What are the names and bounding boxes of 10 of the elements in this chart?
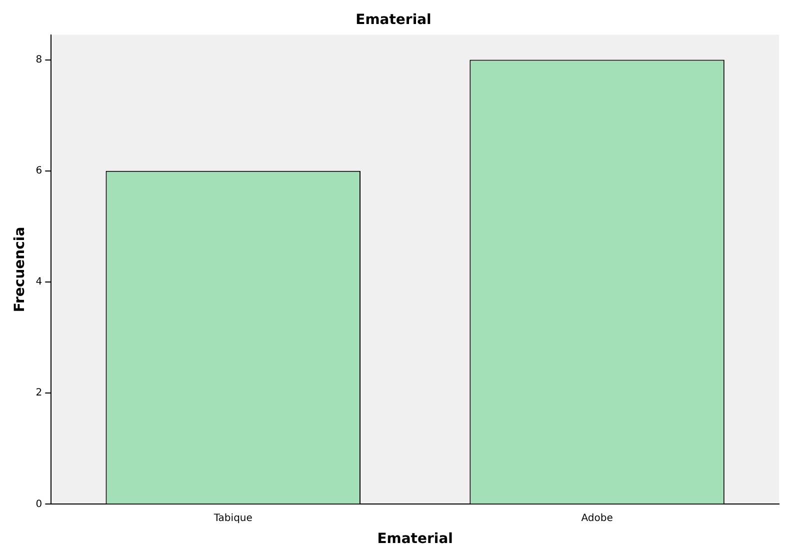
y-tick-label: 2 (36, 388, 42, 399)
x-axis-title: Ematerial (377, 531, 453, 548)
y-axis-title: Frecuencia (12, 226, 28, 312)
y-tick-label: 8 (36, 54, 42, 66)
x-tick-label: Adobe (581, 512, 613, 524)
y-tick-label: 6 (36, 165, 42, 176)
y-tick-label: 0 (36, 498, 42, 510)
x-tick-label: Tabique (212, 512, 252, 524)
y-tick-label: 4 (36, 276, 42, 288)
chart-title: Ematerial (356, 12, 432, 28)
